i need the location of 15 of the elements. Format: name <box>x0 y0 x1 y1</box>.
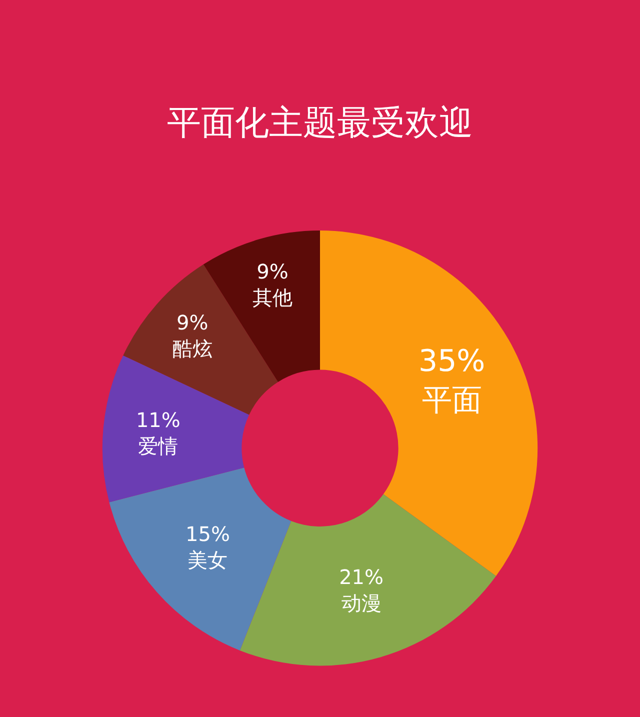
slice-label: 美女 <box>188 548 228 572</box>
data-label: 9% <box>256 260 288 284</box>
data-label: 9% <box>176 310 208 335</box>
data-label: 15% <box>186 522 230 546</box>
data-label: 35% <box>418 344 486 379</box>
donut-slice <box>109 468 292 650</box>
slice-label: 酷炫 <box>172 336 212 361</box>
slice-label: 爱情 <box>138 434 178 458</box>
slice-label: 动漫 <box>341 591 382 616</box>
chart-title: 平面化主题最受欢迎 <box>167 102 473 143</box>
slice-label: 平面 <box>422 382 482 418</box>
slice-label: 其他 <box>252 286 293 310</box>
data-label: 11% <box>136 408 180 432</box>
data-label: 21% <box>339 565 384 590</box>
donut-slice <box>240 494 496 666</box>
